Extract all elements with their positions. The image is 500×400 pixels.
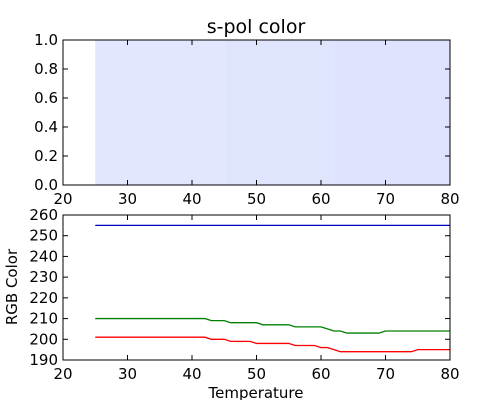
x-tick-label: 40 xyxy=(182,190,201,208)
y-tick-label: 0.2 xyxy=(34,147,58,165)
x-tick-label: 70 xyxy=(376,365,395,383)
y-tick-label: 0.8 xyxy=(34,60,58,78)
color-band-group xyxy=(95,40,450,185)
x-tick-label: 20 xyxy=(53,190,72,208)
x-tick-label: 60 xyxy=(311,365,330,383)
y-tick-label: 200 xyxy=(29,330,58,348)
series-line-2 xyxy=(95,336,450,353)
x-tick-label: 50 xyxy=(247,190,266,208)
series-group xyxy=(95,224,450,353)
y-tick-label: 250 xyxy=(29,227,58,245)
x-tick-label: 30 xyxy=(118,190,137,208)
color-strip-plot: s-pol color 20 30 40 50 60 70 80 0.00.20.40.60… xyxy=(34,16,459,208)
y-tick-label: 0.4 xyxy=(34,118,58,136)
bottom-y-ticks: 190 200 210 220 230 240 250 260 xyxy=(29,206,450,369)
rgb-line-plot: 20 30 40 50 60 70 80 190200210220230240250260 … xyxy=(3,206,460,400)
x-tick-label: 50 xyxy=(247,365,266,383)
y-tick-label: 240 xyxy=(29,247,58,265)
y-tick-label: 190 xyxy=(29,351,58,369)
x-tick-label: 30 xyxy=(118,365,137,383)
x-tick-label: 70 xyxy=(376,190,395,208)
top-y-ticks: 0.0 0.2 0.4 0.6 0.8 1.0 xyxy=(34,31,450,194)
y-tick-label: 230 xyxy=(29,268,58,286)
y-tick-label: 0.0 xyxy=(34,176,58,194)
bottom-plot-frame xyxy=(62,214,451,361)
y-axis-label: RGB Color xyxy=(3,248,21,325)
y-tick-label: 0.6 xyxy=(34,89,58,107)
x-tick-label: 20 xyxy=(53,365,72,383)
x-tick-label: 40 xyxy=(182,365,201,383)
color-band xyxy=(333,40,450,185)
color-band xyxy=(95,40,225,185)
y-tick-label: 260 xyxy=(29,206,58,224)
bottom-x-ticks: 20 30 40 50 60 70 80 xyxy=(53,215,460,383)
x-tick-label: 80 xyxy=(440,365,459,383)
y-tick-label: 220 xyxy=(29,289,58,307)
y-tick-label: 1.0 xyxy=(34,31,58,49)
x-tick-label: 60 xyxy=(311,190,330,208)
color-band xyxy=(224,40,334,185)
top-x-ticks: 20 30 40 50 60 70 80 xyxy=(53,40,460,208)
chart-title: s-pol color xyxy=(207,16,306,38)
y-tick-label: 210 xyxy=(29,310,58,328)
x-tick-label: 80 xyxy=(440,190,459,208)
series-line-1 xyxy=(95,317,450,334)
x-axis-label: Temperature xyxy=(207,384,303,400)
